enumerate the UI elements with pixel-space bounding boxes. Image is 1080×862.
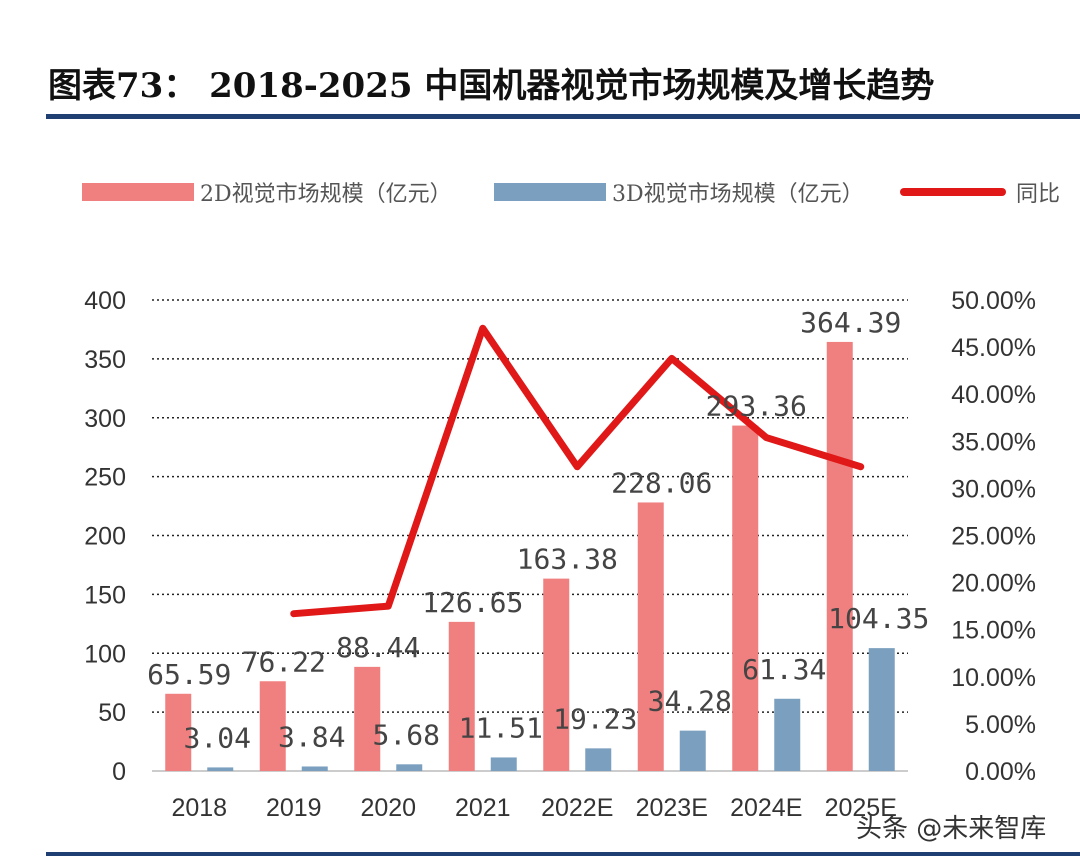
x-tick-label: 2021 — [455, 794, 511, 822]
data-label-3d: 34.28 — [648, 685, 732, 718]
right-tick-label: 50.00% — [951, 287, 1036, 315]
right-tick-label: 0.00% — [965, 758, 1036, 786]
right-tick-label: 15.00% — [951, 617, 1036, 645]
chart-legend: 2D视觉市场规模（亿元） 3D视觉市场规模（亿元） 同比 — [0, 176, 1080, 216]
legend-label-2d: 2D视觉市场规模（亿元） — [200, 182, 452, 207]
legend-swatch-yoy — [900, 188, 1006, 196]
bar-3d — [679, 730, 706, 771]
left-tick-label: 300 — [84, 405, 126, 433]
right-tick-label: 40.00% — [951, 381, 1036, 409]
left-tick-label: 50 — [98, 699, 126, 727]
data-label-2d: 65.59 — [147, 658, 231, 691]
x-tick-label: 2022E — [541, 794, 613, 822]
chart-title: 图表73： 2018-2025 中国机器视觉市场规模及增长趋势 — [48, 66, 935, 106]
bottom-divider — [46, 852, 1080, 856]
data-label-3d: 3.04 — [184, 721, 251, 754]
bar-3d — [585, 748, 612, 771]
right-tick-label: 20.00% — [951, 570, 1036, 598]
right-tick-label: 5.00% — [965, 711, 1036, 739]
title-divider — [46, 114, 1080, 119]
legend-item-2d: 2D视觉市场规模（亿元） — [82, 176, 452, 208]
bar-2d — [732, 425, 759, 771]
yoy-line — [290, 324, 865, 618]
data-label-2d: 76.22 — [242, 645, 326, 678]
legend-label-3d: 3D视觉市场规模（亿元） — [612, 182, 864, 207]
data-label-2d: 163.38 — [517, 543, 618, 576]
bar-2d — [165, 693, 192, 771]
data-label-2d: 88.44 — [336, 631, 420, 664]
x-tick-label: 2020 — [360, 794, 416, 822]
legend-swatch-2d — [82, 183, 194, 201]
right-tick-label: 10.00% — [951, 664, 1036, 692]
left-tick-label: 250 — [84, 464, 126, 492]
data-label-3d: 61.34 — [742, 653, 826, 686]
data-label-3d: 11.51 — [459, 711, 543, 744]
legend-item-3d: 3D视觉市场规模（亿元） — [494, 176, 864, 208]
bar-2d — [354, 666, 381, 771]
bar-2d — [543, 578, 570, 771]
left-tick-label: 0 — [112, 758, 126, 786]
left-tick-label: 400 — [84, 287, 126, 315]
data-label-3d: 3.84 — [278, 720, 345, 753]
left-tick-label: 100 — [84, 640, 126, 668]
x-tick-label: 2018 — [171, 794, 227, 822]
bar-3d — [301, 766, 328, 771]
left-tick-label: 150 — [84, 581, 126, 609]
bar-3d — [207, 767, 234, 771]
x-tick-label: 2023E — [636, 794, 708, 822]
legend-item-yoy: 同比 — [900, 176, 1060, 208]
data-label-2d: 126.65 — [422, 586, 523, 619]
watermark: 头条 @未来智库 — [856, 814, 1047, 844]
x-tick-label: 2019 — [266, 794, 322, 822]
data-label-3d: 5.68 — [373, 718, 440, 751]
x-tick-label: 2024E — [730, 794, 802, 822]
data-label-2d: 228.06 — [611, 466, 712, 499]
data-label-3d: 104.35 — [828, 602, 929, 635]
right-tick-label: 30.00% — [951, 475, 1036, 503]
left-tick-label: 350 — [84, 346, 126, 374]
left-tick-label: 200 — [84, 523, 126, 551]
bar-2d — [259, 681, 286, 771]
bar-3d — [868, 648, 895, 771]
bar-3d — [396, 764, 423, 771]
data-label-2d: 364.39 — [800, 306, 901, 339]
bar-3d — [490, 757, 517, 771]
right-tick-label: 45.00% — [951, 334, 1036, 362]
right-tick-label: 25.00% — [951, 523, 1036, 551]
bar-2d — [826, 341, 853, 771]
x-tick-label: 2025E — [825, 794, 897, 822]
data-label-2d: 293.36 — [706, 390, 807, 423]
bar-3d — [774, 698, 801, 771]
legend-swatch-3d — [494, 183, 606, 201]
data-label-3d: 19.23 — [553, 702, 637, 735]
bar-2d — [637, 502, 664, 771]
legend-label-yoy: 同比 — [1016, 182, 1061, 207]
right-tick-label: 35.00% — [951, 428, 1036, 456]
bar-2d — [448, 621, 475, 771]
